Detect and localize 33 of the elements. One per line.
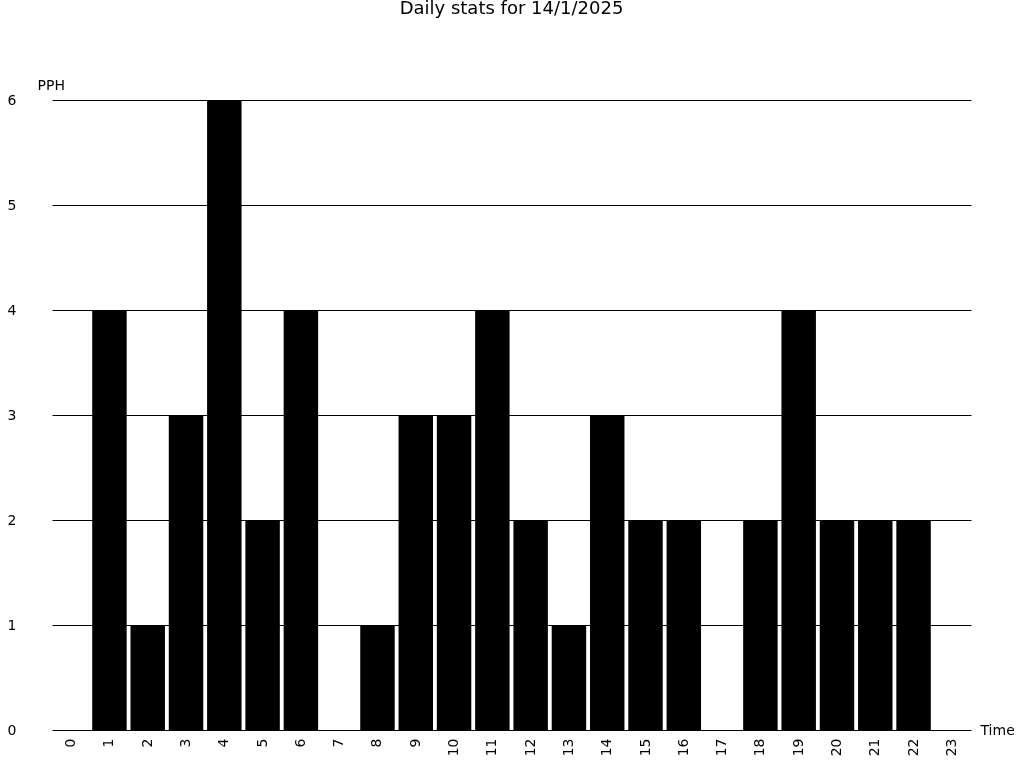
- x-tick-label: 11: [483, 738, 500, 757]
- x-tick-label: 10: [445, 738, 462, 757]
- y-tick-label: 4: [7, 301, 17, 318]
- x-tick-label: 3: [177, 738, 194, 748]
- x-tick-label: 15: [636, 738, 653, 757]
- x-tick-label: 2: [138, 738, 155, 748]
- y-tick-label: 6: [7, 91, 17, 108]
- x-tick-label: 16: [674, 738, 691, 757]
- y-tick-label: 5: [7, 196, 17, 213]
- x-tick-label: 8: [368, 738, 385, 748]
- y-tick-label: 2: [7, 511, 17, 528]
- x-tick-label: 21: [866, 738, 883, 757]
- x-tick-label: 1: [100, 738, 117, 748]
- x-tick-label: 9: [406, 738, 423, 748]
- x-tick-label: 23: [942, 738, 959, 757]
- x-tick-label: 12: [521, 738, 538, 757]
- chart-title: Daily stats for 14/1/2025: [399, 0, 624, 18]
- x-tick-label: 13: [559, 738, 576, 757]
- x-tick-label: 22: [904, 738, 921, 757]
- x-tick-label: 7: [330, 738, 347, 748]
- x-tick-label: 20: [827, 738, 844, 757]
- x-tick-label: 5: [253, 738, 270, 748]
- x-tick-label: 17: [713, 738, 730, 757]
- y-tick-label: 3: [7, 406, 17, 423]
- y-axis-title: PPH: [37, 76, 65, 93]
- x-tick-label: 4: [215, 738, 232, 748]
- x-tick-label: 19: [789, 738, 806, 757]
- x-tick-label: 14: [598, 738, 615, 757]
- x-tick-label: 0: [62, 738, 79, 748]
- y-tick-label: 1: [7, 616, 17, 633]
- x-tick-label: 6: [291, 738, 308, 748]
- x-tick-label: 18: [751, 738, 768, 757]
- x-axis-title: Time: [979, 721, 1015, 738]
